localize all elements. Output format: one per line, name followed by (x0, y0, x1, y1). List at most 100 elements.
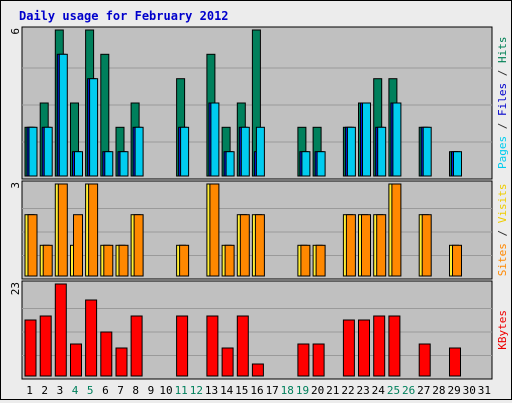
panel-visits-ymax-label: 3 (9, 182, 22, 189)
bar-sites-day-22 (345, 214, 356, 277)
bar-pages-day-16 (255, 126, 265, 177)
bar-pages-day-11 (180, 126, 190, 177)
bar-sites-day-20 (315, 244, 326, 277)
panel-hits-axis-label: Pages / Files / Hits (496, 37, 509, 170)
x-tick-label-day-20: 20 (311, 384, 324, 397)
x-tick-label-day-19: 19 (296, 384, 309, 397)
axis-label-part: Hits (496, 37, 509, 64)
bar-pages-day-23 (362, 102, 371, 177)
bar-kbytes-day-13 (206, 315, 219, 377)
x-tick-label-day-22: 22 (341, 384, 354, 397)
bar-pages-day-24 (377, 126, 387, 177)
bar-kbytes-day-1 (24, 319, 37, 377)
x-tick-label-day-15: 15 (235, 384, 248, 397)
bar-sites-day-25 (391, 183, 402, 277)
panel-hits: 6 Pages / Files / Hits (9, 26, 509, 180)
series-pages (28, 53, 462, 177)
bar-sites-day-29 (452, 244, 462, 277)
x-tick-label-day-30: 30 (463, 384, 476, 397)
axis-label-part: Visits (496, 183, 509, 223)
panel-kbytes-axis-label: KBytes (496, 310, 509, 350)
bar-kbytes-day-14 (221, 347, 234, 377)
x-tick-label-day-25: 25 (387, 384, 400, 397)
bar-pages-day-15 (240, 126, 250, 177)
bar-sites-day-13 (209, 183, 220, 277)
bar-sites-day-3 (57, 183, 68, 277)
x-tick-label-day-12: 12 (190, 384, 203, 397)
x-tick-label-day-4: 4 (72, 384, 79, 397)
bar-pages-day-8 (134, 126, 144, 177)
x-tick-label-day-21: 21 (326, 384, 339, 397)
bar-kbytes-day-16 (251, 363, 264, 377)
series-kbytes (24, 283, 461, 377)
bar-sites-day-11 (179, 244, 190, 277)
bar-pages-day-29 (453, 151, 462, 177)
x-tick-label-day-13: 13 (205, 384, 218, 397)
axis-label-part: / (496, 116, 509, 136)
bar-kbytes-day-5 (85, 299, 98, 377)
bar-sites-day-16 (254, 214, 265, 277)
bar-pages-day-19 (301, 151, 311, 177)
x-tick-label-day-16: 16 (250, 384, 263, 397)
bar-sites-day-1 (27, 214, 38, 277)
bar-sites-day-4 (73, 214, 83, 277)
bar-kbytes-day-20 (312, 343, 325, 377)
x-tick-label-day-11: 11 (175, 384, 188, 397)
bar-kbytes-day-6 (100, 331, 113, 377)
x-tick-label-day-18: 18 (281, 384, 294, 397)
bar-kbytes-day-2 (39, 315, 52, 377)
bar-sites-day-2 (42, 244, 53, 277)
axis-label-part: Pages (496, 136, 509, 169)
bar-pages-day-13 (210, 102, 220, 177)
axis-label-part: Sites (496, 243, 509, 276)
bar-pages-day-25 (392, 102, 402, 177)
bar-kbytes-day-15 (236, 315, 249, 377)
bar-pages-day-7 (119, 151, 129, 177)
axis-label-part: / (496, 223, 509, 243)
bar-pages-day-27 (422, 126, 432, 177)
x-tick-label-day-2: 2 (41, 384, 48, 397)
bar-kbytes-day-11 (176, 315, 189, 377)
bar-sites-day-7 (118, 244, 129, 277)
bar-kbytes-day-27 (418, 343, 431, 377)
panel-hits-ymax-label: 6 (9, 28, 22, 35)
x-tick-label-day-5: 5 (87, 384, 94, 397)
bar-kbytes-day-7 (115, 347, 128, 377)
bar-pages-day-22 (346, 126, 356, 177)
axis-label-part: Files (496, 83, 509, 116)
bar-pages-day-1 (28, 126, 38, 177)
bar-kbytes-day-29 (449, 347, 461, 377)
bar-pages-day-20 (316, 151, 326, 177)
x-tick-label-day-14: 14 (220, 384, 234, 397)
bar-sites-day-24 (376, 214, 387, 277)
bar-kbytes-day-23 (358, 319, 370, 377)
x-tick-label-day-24: 24 (372, 384, 386, 397)
panel-visits-axis-label: Sites / Visits (496, 183, 509, 276)
series-sites (27, 183, 462, 277)
bar-kbytes-day-4 (70, 343, 82, 377)
bar-sites-day-23 (361, 214, 371, 277)
bar-sites-day-8 (133, 214, 144, 277)
axis-label-part: KBytes (496, 310, 509, 350)
bar-pages-day-3 (58, 53, 68, 177)
bar-kbytes-day-19 (297, 343, 310, 377)
axis-label-part: / (496, 63, 509, 83)
x-tick-label-day-27: 27 (417, 384, 430, 397)
x-tick-label-day-26: 26 (402, 384, 415, 397)
chart-title: Daily usage for February 2012 (19, 9, 229, 23)
x-tick-label-day-7: 7 (117, 384, 124, 397)
x-tick-label-day-1: 1 (26, 384, 33, 397)
bar-pages-day-2 (43, 126, 53, 177)
bar-sites-day-5 (88, 183, 99, 277)
x-tick-label-day-23: 23 (356, 384, 369, 397)
panel-kbytes: 23 KBytes (9, 280, 509, 380)
bar-kbytes-day-8 (130, 315, 143, 377)
x-tick-label-day-28: 28 (432, 384, 445, 397)
bar-kbytes-day-22 (342, 319, 355, 377)
bar-sites-day-27 (421, 214, 432, 277)
panel-visits: 3 Sites / Visits (9, 180, 509, 280)
x-tick-label-day-6: 6 (102, 384, 109, 397)
bar-kbytes-day-24 (373, 315, 386, 377)
bar-kbytes-day-3 (54, 283, 67, 377)
